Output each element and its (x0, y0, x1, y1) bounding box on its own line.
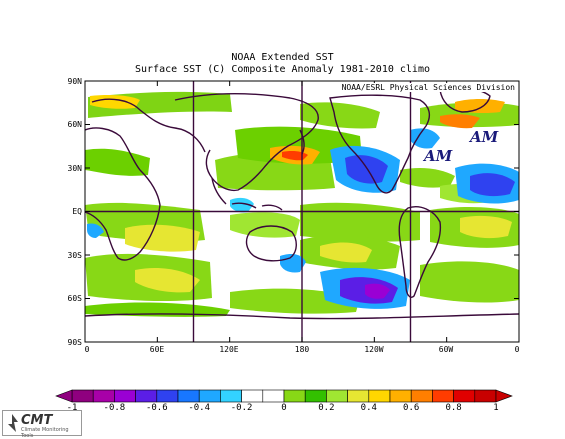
annotation-am-north: AM (470, 128, 499, 146)
lat-label-30s: 30S (67, 251, 82, 260)
annotation-am-south: AM (424, 147, 453, 165)
colorbar-swatch (326, 389, 348, 403)
lon-label-180: 180 (294, 345, 310, 354)
lat-label-eq: EQ (72, 207, 82, 216)
colorbar-swatch (304, 389, 327, 403)
cmt-logo: CMT Climate Monitoring Tools (2, 410, 82, 439)
lon-label-120e: 120E (219, 345, 239, 354)
lon-label-0-west: 0 (84, 345, 90, 354)
colorbar-label: 0.6 (403, 403, 420, 413)
colorbar-swatch (156, 389, 179, 403)
colorbar-swatch (368, 389, 391, 403)
lat-label-30n: 30N (67, 164, 82, 173)
colorbar-swatch (262, 389, 285, 403)
subtitle: Surface SST (C) Composite Anomaly 1981-2… (134, 64, 430, 75)
lat-label-90n: 90N (67, 77, 82, 86)
colorbar-label: 0.8 (445, 403, 462, 413)
title: NOAA Extended SST (231, 52, 334, 63)
grid-lines (85, 81, 519, 342)
colorbar-swatch (198, 389, 221, 403)
logo-text: CMT (21, 413, 53, 428)
lon-label-60e: 60E (149, 345, 165, 354)
colorbar-left-arrow (55, 389, 73, 403)
colorbar-swatch (474, 389, 497, 403)
colorbar-swatch (389, 389, 412, 403)
lat-label-90s: 90S (67, 338, 82, 347)
colorbar-swatch (220, 389, 242, 403)
anomaly-field (85, 91, 519, 317)
colorbar-swatch (71, 389, 94, 403)
credit-label: NOAA/ESRL Physical Sciences Division (339, 83, 517, 92)
colorbar-right-arrow (495, 389, 513, 403)
colorbar-swatch (410, 389, 433, 403)
lat-label-60s: 60S (67, 294, 82, 303)
colorbar-swatch (135, 389, 158, 403)
logo-subtext: Climate Monitoring Tools (21, 427, 69, 439)
colorbar-label: -1 (66, 403, 78, 413)
colorbar-swatch (432, 389, 454, 403)
colorbar-label: 0.2 (318, 403, 335, 413)
colorbar-label: 0.4 (360, 403, 377, 413)
colorbar-label: -0.2 (230, 403, 253, 413)
colorbar-swatch (347, 389, 370, 403)
colorbar-swatch (241, 389, 264, 403)
lat-label-60n: 60N (67, 120, 82, 129)
colorbar-swatch (177, 389, 200, 403)
colorbar-label: -0.6 (145, 403, 168, 413)
colorbar-swatch (114, 389, 136, 403)
lon-label-60w: 60W (438, 345, 454, 354)
colorbar (55, 389, 513, 403)
lon-label-0-east: 0 (514, 345, 520, 354)
colorbar-label: -0.8 (103, 403, 126, 413)
logo-mark-icon (8, 414, 18, 432)
colorbar-label: -0.4 (188, 403, 211, 413)
colorbar-label: 0 (281, 403, 287, 413)
colorbar-swatch (453, 389, 476, 403)
colorbar-swatch (92, 389, 115, 403)
colorbar-label: 1 (493, 403, 499, 413)
lon-label-120w: 120W (364, 345, 384, 354)
colorbar-swatch (283, 389, 306, 403)
